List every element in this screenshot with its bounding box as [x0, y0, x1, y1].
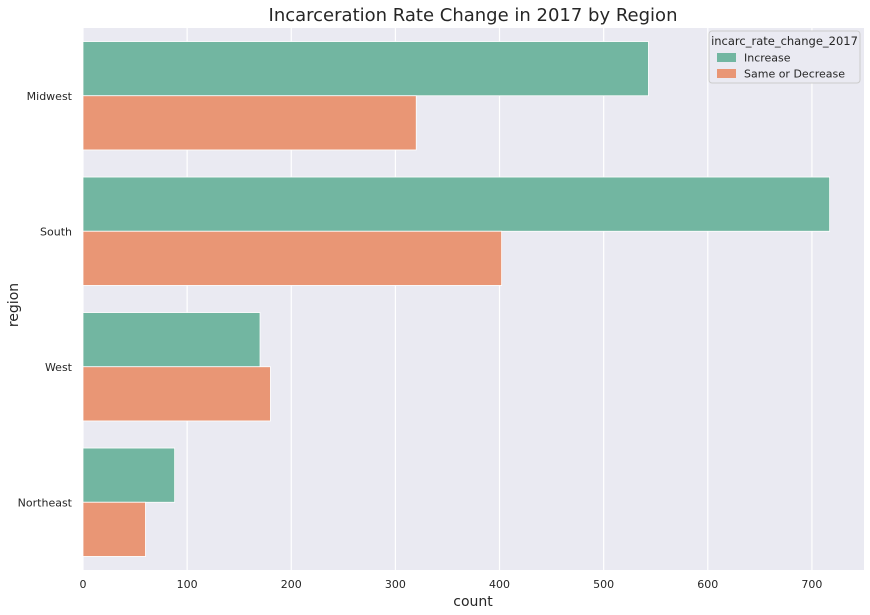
bar-south-same-or-decrease [82, 230, 503, 286]
bar-west-same-or-decrease [82, 366, 271, 422]
x-axis-label: count [453, 594, 493, 610]
x-tick-label: 500 [593, 578, 614, 591]
x-tick-label: 0 [80, 578, 87, 591]
bar-northeast-same-or-decrease [82, 501, 146, 557]
x-tick-labels: 0 100 200 300 400 500 600 700 [80, 578, 823, 591]
legend: incarc_rate_change_2017 Increase Same or D… [708, 30, 861, 84]
y-tick-label: South [40, 225, 72, 238]
y-tick-label: Midwest [27, 90, 73, 103]
legend-title: incarc_rate_change_2017 [711, 34, 858, 48]
x-tick-label: 100 [177, 578, 198, 591]
bar-midwest-increase [82, 41, 649, 97]
bars [82, 41, 831, 557]
legend-label: Increase [744, 52, 791, 65]
chart-title: Incarceration Rate Change in 2017 by Reg… [269, 5, 678, 26]
legend-swatch [717, 69, 736, 78]
x-tick-label: 700 [801, 578, 822, 591]
y-tick-labels: Midwest South West Northeast [18, 90, 73, 510]
bar-northeast-increase [82, 447, 176, 503]
y-axis-label: region [6, 283, 22, 327]
x-tick-label: 600 [697, 578, 718, 591]
x-tick-label: 400 [489, 578, 510, 591]
x-tick-label: 300 [385, 578, 406, 591]
bar-south-increase [82, 176, 831, 232]
y-tick-label: Northeast [18, 496, 73, 509]
x-tick-label: 200 [281, 578, 302, 591]
legend-swatch [717, 53, 736, 62]
y-tick-label: West [45, 361, 73, 374]
bar-west-increase [82, 312, 261, 368]
legend-box [708, 30, 861, 84]
bar-midwest-same-or-decrease [82, 95, 417, 151]
legend-label: Same or Decrease [744, 68, 845, 81]
